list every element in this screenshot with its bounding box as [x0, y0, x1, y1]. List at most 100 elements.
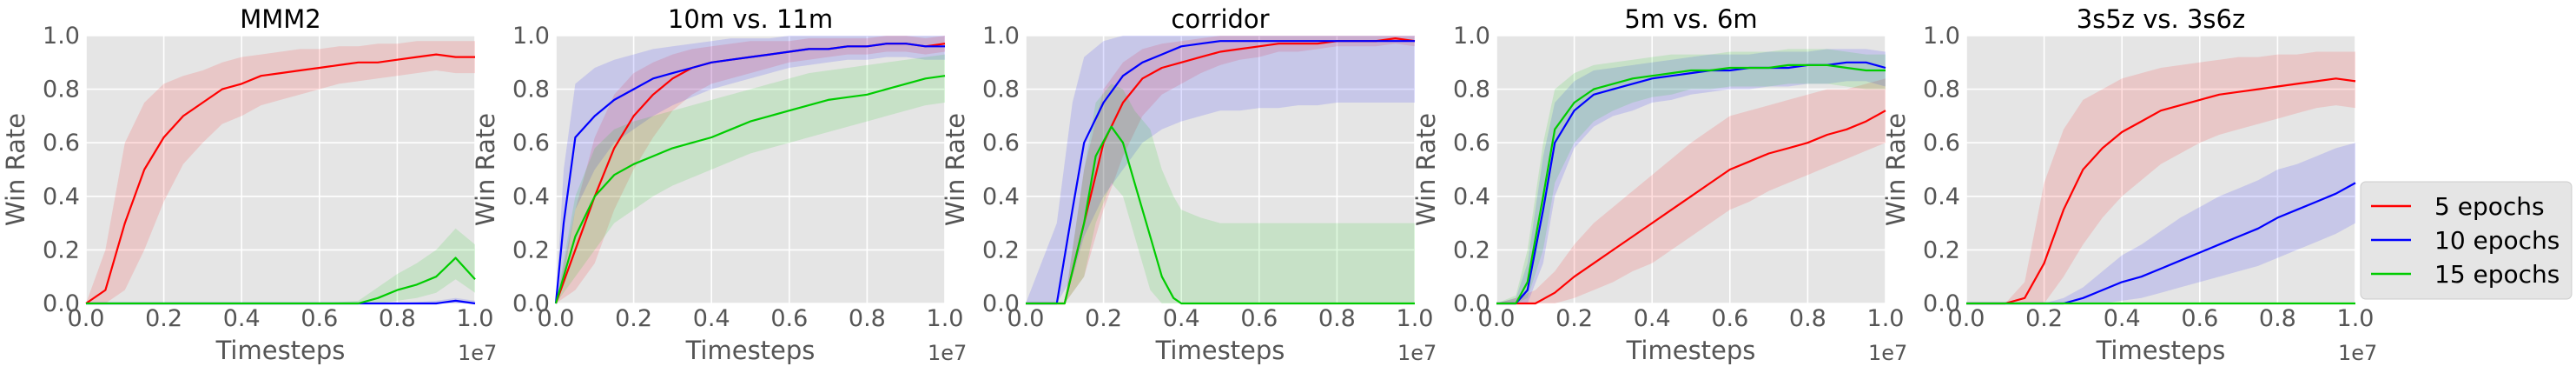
x-tick-label: 0.2 [615, 305, 652, 332]
y-tick-label: 0.0 [982, 290, 1020, 317]
x-axis-multiplier: 1e7 [2338, 341, 2377, 365]
y-tick-label: 0.0 [1923, 290, 1960, 317]
chart-title: 5m vs. 6m [1624, 4, 1757, 34]
x-tick-label: 0.6 [1711, 305, 1748, 332]
y-axis-label: Win Rate [471, 113, 500, 226]
confidence-band-3 [1026, 83, 1415, 304]
chart-panel-4: 0.0 0.2 0.4 0.6 0.8 1.0 0.0 0.2 0.4 0.6 0.8 1.0 5m v… [1411, 4, 1907, 365]
x-tick-label: 0.4 [2104, 305, 2141, 332]
x-axis-multiplier: 1e7 [928, 341, 967, 365]
y-tick-label: 1.0 [1923, 23, 1960, 50]
legend-label-3: 15 epochs [2434, 260, 2559, 289]
x-tick-label: 0.6 [301, 305, 338, 332]
legend-box [2360, 181, 2573, 300]
series-line-1 [1966, 77, 2356, 305]
x-axis-label: Timesteps [1626, 336, 1756, 365]
chart-panel-2: 0.0 0.2 0.4 0.6 0.8 1.0 0.0 0.2 0.4 0.6 0.8 1.0 10m … [471, 4, 967, 365]
x-axis-label: Timesteps [1155, 336, 1285, 365]
plot-area [1496, 36, 1886, 303]
y-tick-label: 0.6 [982, 130, 1020, 157]
x-tick-label: 1.0 [1397, 305, 1434, 332]
y-tick-label: 0.2 [43, 236, 80, 263]
y-tick-label: 0.6 [1923, 130, 1960, 157]
x-tick-label: 0.6 [770, 305, 808, 332]
series-line-2 [1966, 182, 2356, 305]
x-tick-label: 1.0 [1867, 305, 1905, 332]
y-tick-label: 0.4 [43, 183, 80, 210]
y-tick-label: 0.2 [1453, 236, 1490, 263]
x-axis-label: Timesteps [215, 336, 346, 365]
y-tick-label: 0.8 [512, 77, 550, 103]
x-tick-label: 0.6 [1240, 305, 1278, 332]
x-tick-label: 0.4 [1163, 305, 1200, 332]
x-tick-label: 0.2 [145, 305, 182, 332]
series-line-3 [554, 75, 946, 304]
y-tick-label: 0.8 [43, 77, 80, 103]
series-line-3 [86, 256, 476, 305]
plot-area [86, 36, 475, 303]
x-tick-label: 0.0 [1007, 305, 1045, 332]
x-tick-label: 1.0 [2337, 305, 2375, 332]
series-line-2 [1026, 40, 1415, 305]
y-tick-label: 0.8 [982, 77, 1020, 103]
x-tick-label: 0.8 [379, 305, 416, 332]
chart-title: MMM2 [240, 4, 321, 34]
chart-panel-1: 0.0 0.2 0.4 0.6 0.8 1.0 0.0 0.2 0.4 0.6 0.8 1.0 MMM2… [1, 4, 497, 365]
x-axis-multiplier: 1e7 [1397, 341, 1437, 365]
series-line-2 [554, 43, 945, 304]
y-axis-label: Win Rate [1411, 113, 1441, 226]
chart-panel-3: 0.0 0.2 0.4 0.6 0.8 1.0 0.0 0.2 0.4 0.6 0.8 1.0 corr… [941, 4, 1437, 365]
y-tick-label: 1.0 [43, 23, 80, 50]
plot-area [1966, 36, 2355, 303]
y-tick-label: 0.6 [1453, 130, 1490, 157]
confidence-band-1 [1496, 78, 1886, 304]
confidence-band-1 [86, 41, 475, 303]
chart-title: 3s5z vs. 3s6z [2077, 4, 2245, 34]
y-tick-label: 0.0 [1453, 290, 1490, 317]
x-tick-label: 0.4 [1634, 305, 1671, 332]
chart-title: corridor [1171, 4, 1269, 34]
x-tick-label: 0.8 [1318, 305, 1356, 332]
y-tick-label: 0.4 [512, 183, 550, 210]
y-axis-label: Win Rate [941, 113, 970, 226]
y-tick-label: 1.0 [512, 23, 550, 50]
x-tick-label: 0.2 [1556, 305, 1593, 332]
y-tick-label: 1.0 [982, 23, 1020, 50]
y-tick-label: 0.2 [982, 236, 1020, 263]
y-axis-label: Win Rate [1, 113, 30, 226]
x-tick-label: 0.4 [693, 305, 730, 332]
x-tick-label: 0.2 [2025, 305, 2063, 332]
x-axis-label: Timesteps [2096, 336, 2226, 365]
y-tick-label: 0.4 [982, 183, 1020, 210]
y-tick-label: 0.4 [1453, 183, 1490, 210]
confidence-band-2 [556, 36, 945, 303]
x-tick-label: 0.8 [2259, 305, 2296, 332]
y-tick-label: 0.4 [1923, 183, 1960, 210]
x-tick-label: 0.0 [1948, 305, 1985, 332]
x-axis-multiplier: 1e7 [1868, 341, 1907, 365]
y-tick-label: 0.0 [512, 290, 550, 317]
x-tick-label: 0.8 [849, 305, 886, 332]
confidence-band-3 [556, 54, 945, 303]
x-axis-multiplier: 1e7 [458, 341, 497, 365]
y-tick-label: 0.0 [43, 290, 80, 317]
confidence-band-1 [556, 36, 945, 303]
legend-label-1: 5 epochs [2434, 192, 2545, 221]
series-line-3 [1026, 125, 1415, 305]
confidence-band-1 [1966, 51, 2355, 303]
legend: 5 epochs 10 epochs 15 epochs [2360, 181, 2573, 300]
confidence-band-2 [1966, 143, 2355, 303]
confidence-band-3 [1496, 49, 1886, 304]
y-tick-label: 0.6 [43, 130, 80, 157]
x-tick-label: 0.0 [538, 305, 575, 332]
y-tick-label: 0.2 [1923, 236, 1960, 263]
y-tick-label: 0.8 [1453, 77, 1490, 103]
series-line-3 [1496, 63, 1886, 305]
x-tick-label: 0.8 [1789, 305, 1826, 332]
plot-area [1026, 36, 1415, 303]
x-tick-label: 0.0 [1478, 305, 1516, 332]
x-tick-label: 1.0 [457, 305, 494, 332]
x-tick-label: 0.4 [223, 305, 261, 332]
y-tick-label: 0.6 [512, 130, 550, 157]
chart-title: 10m vs. 11m [668, 4, 833, 34]
